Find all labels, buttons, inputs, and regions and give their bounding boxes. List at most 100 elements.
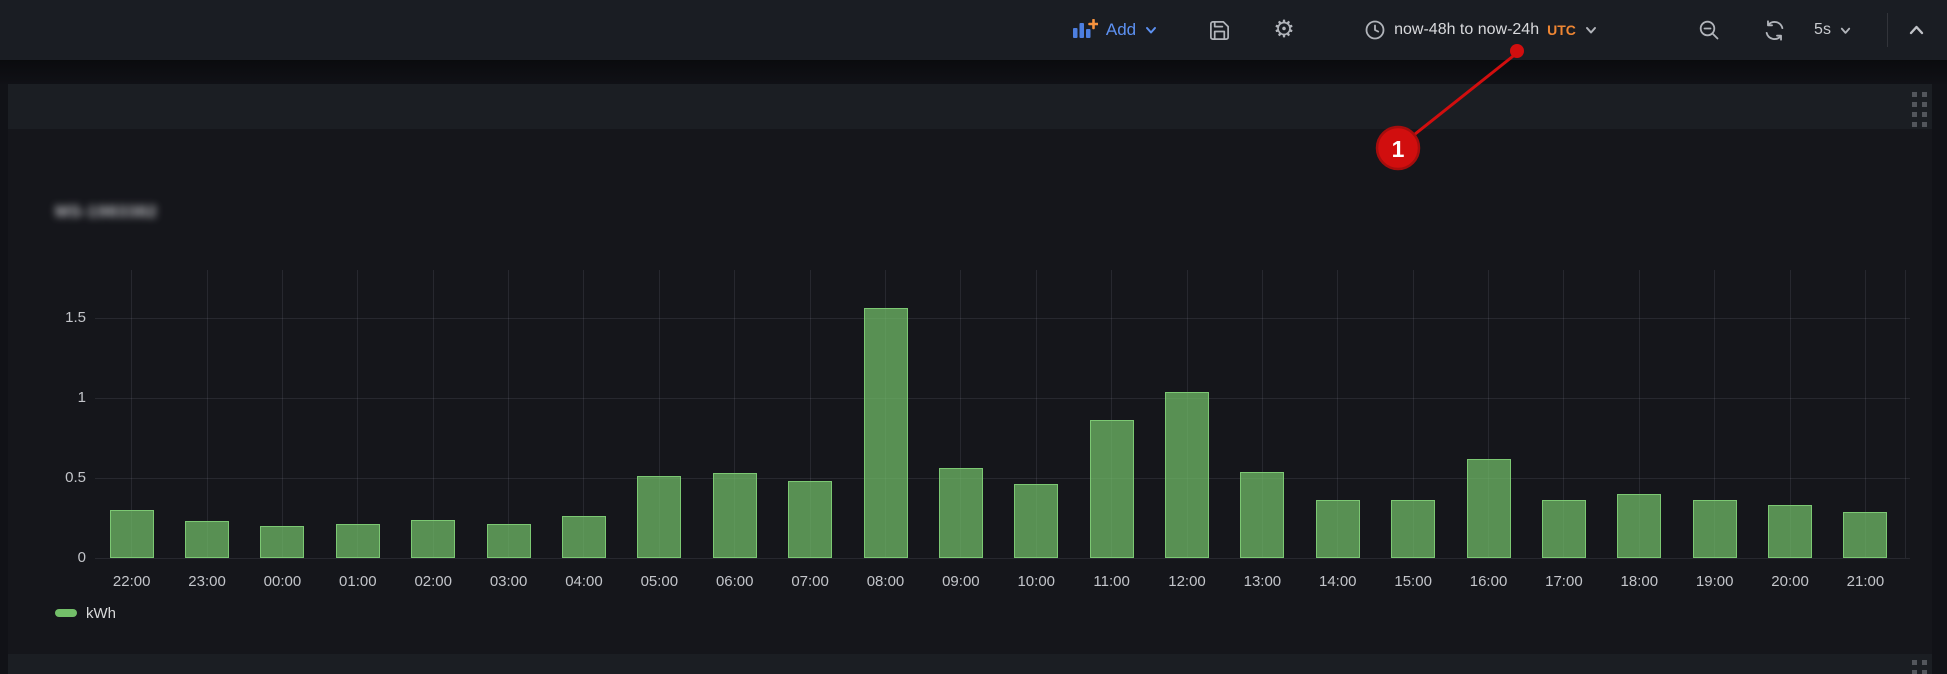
grid-vline: [131, 270, 133, 558]
x-tick-label: 03:00: [489, 573, 528, 590]
timezone-label: UTC: [1547, 22, 1576, 38]
x-tick-label: 14:00: [1318, 573, 1357, 590]
dashboard-settings-button[interactable]: ⚙: [1265, 0, 1303, 60]
x-tick-label: 02:00: [414, 573, 452, 590]
bar: [1165, 392, 1210, 558]
bar: [1014, 484, 1059, 558]
grid-vline: [658, 270, 660, 558]
x-tick-label: 22:00: [112, 573, 151, 590]
x-tick-label: 23:00: [188, 573, 226, 590]
grid-vline: [1488, 270, 1490, 558]
panel-drag-handle[interactable]: [1912, 92, 1927, 127]
grid-hline: [95, 477, 1910, 479]
grid-vline: [1261, 270, 1263, 558]
grid-vline: [809, 270, 811, 558]
bar: [486, 524, 531, 558]
legend-item-kwh[interactable]: kWh: [55, 604, 116, 622]
grid-hline: [95, 557, 1910, 559]
refresh-interval-dropdown[interactable]: 5s: [1800, 0, 1866, 60]
bar: [788, 481, 833, 558]
bar: [1315, 500, 1360, 558]
x-tick-label: 18:00: [1620, 573, 1659, 590]
y-tick-label: 1: [77, 389, 86, 406]
legend-series-label: kWh: [86, 604, 116, 622]
grid-vline: [1638, 270, 1640, 558]
x-tick-label: 05:00: [640, 573, 679, 590]
chart-panel: MS-1983382 0 0.5 1 1.5 22:00 23:00 00:00 01:00 0…: [8, 84, 1932, 654]
x-tick-label: 11:00: [1093, 573, 1130, 590]
chevron-down-icon: [1839, 24, 1852, 37]
time-range-picker[interactable]: now-48h to now-24h UTC: [1332, 0, 1630, 60]
bar: [561, 516, 606, 558]
bar: [109, 510, 154, 558]
x-tick-label: 01:00: [339, 573, 377, 590]
grid-vline: [734, 270, 736, 558]
grid-vline: [1789, 270, 1791, 558]
zoom-out-icon: [1698, 19, 1721, 42]
dashboard-toolbar: Add ⚙ now-48h to now-24h UTC: [0, 0, 1947, 60]
panel-title-redacted[interactable]: MS-1983382: [55, 202, 158, 221]
chevron-down-icon: [1144, 23, 1158, 37]
bar: [1240, 472, 1285, 558]
grid-vline: [357, 270, 359, 558]
y-tick-label: 0.5: [65, 469, 86, 486]
chevron-down-icon: [1584, 23, 1598, 37]
time-range-text: now-48h to now-24h: [1394, 21, 1540, 38]
collapse-toolbar-button[interactable]: [1897, 0, 1935, 60]
x-tick-label: 19:00: [1695, 573, 1734, 590]
bar-chart-plus-icon: [1072, 19, 1098, 41]
x-tick-label: 20:00: [1771, 573, 1809, 590]
grid-vline: [508, 270, 510, 558]
toolbar-divider: [1887, 13, 1888, 47]
bar: [637, 476, 682, 558]
grid-vline: [1563, 270, 1565, 558]
add-panel-button[interactable]: Add: [1050, 0, 1180, 60]
grid-vline: [1111, 270, 1113, 558]
add-button-label: Add: [1105, 20, 1137, 39]
save-dashboard-button[interactable]: [1200, 0, 1238, 60]
save-icon: [1208, 19, 1231, 42]
bar: [185, 521, 230, 558]
bar: [712, 473, 757, 558]
panel-drag-handle[interactable]: [1912, 660, 1927, 674]
x-tick-label: 00:00: [263, 573, 302, 590]
bar: [260, 526, 305, 558]
grid-vline: [432, 270, 434, 558]
x-tick-label: 04:00: [565, 573, 603, 590]
grid-vline: [1864, 270, 1866, 558]
grid-hline: [95, 397, 1910, 399]
bar: [938, 468, 983, 558]
panel-header: [8, 84, 1932, 129]
grid-vline: [206, 270, 208, 558]
grid-vline: [1337, 270, 1339, 558]
grid-vline: [1412, 270, 1414, 558]
x-tick-label: 10:00: [1017, 573, 1056, 590]
legend-series-color-pill: [55, 609, 77, 617]
bar: [1541, 500, 1586, 558]
grid-vline: [1714, 270, 1716, 558]
y-tick-label: 0: [77, 549, 86, 566]
grid-vline: [281, 270, 283, 558]
bar: [335, 524, 380, 558]
bar: [1617, 494, 1662, 558]
grid-vline: [583, 270, 585, 558]
x-tick-label: 07:00: [791, 573, 829, 590]
bar: [1391, 500, 1436, 558]
x-tick-label: 12:00: [1168, 573, 1206, 590]
page-background-band: [0, 60, 1947, 84]
x-tick-label: 17:00: [1545, 573, 1583, 590]
grid-vline: [1035, 270, 1037, 558]
zoom-out-time-button[interactable]: [1690, 0, 1728, 60]
bar-chart: 0 0.5 1 1.5 22:00 23:00 00:00 01:00 02:00 03:00 04…: [8, 84, 1932, 654]
bar: [1089, 420, 1134, 558]
clock-icon: [1364, 19, 1386, 41]
bar: [411, 520, 456, 558]
y-tick-label: 1.5: [65, 309, 86, 326]
bar: [1466, 459, 1511, 558]
grid-vline: [1905, 270, 1906, 558]
refresh-button[interactable]: [1755, 0, 1793, 60]
x-tick-label: 21:00: [1846, 573, 1885, 590]
grid-hline: [95, 317, 1910, 319]
x-tick-label: 08:00: [866, 573, 905, 590]
